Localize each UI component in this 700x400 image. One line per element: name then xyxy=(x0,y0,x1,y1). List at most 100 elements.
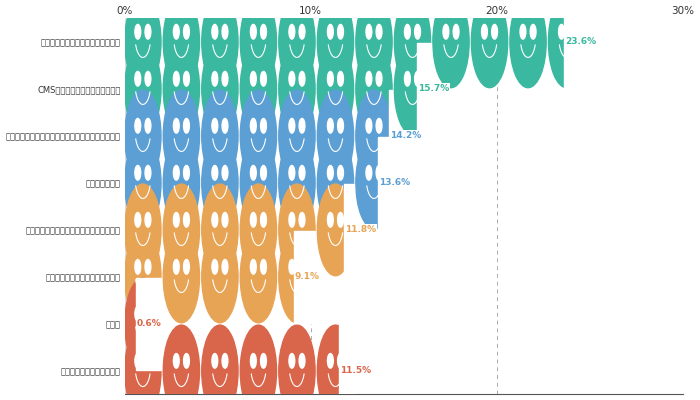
Circle shape xyxy=(240,231,276,323)
Circle shape xyxy=(125,278,161,370)
Circle shape xyxy=(548,0,584,88)
Circle shape xyxy=(135,72,141,86)
Circle shape xyxy=(491,24,498,39)
Circle shape xyxy=(202,0,238,88)
Circle shape xyxy=(337,118,344,133)
Circle shape xyxy=(433,0,469,88)
Circle shape xyxy=(174,72,179,86)
Circle shape xyxy=(212,354,218,368)
Circle shape xyxy=(163,137,200,229)
Circle shape xyxy=(317,0,354,88)
Circle shape xyxy=(289,72,295,86)
Circle shape xyxy=(183,118,190,133)
Circle shape xyxy=(163,90,200,182)
Circle shape xyxy=(289,354,295,368)
Circle shape xyxy=(317,90,354,182)
Circle shape xyxy=(125,90,161,182)
Circle shape xyxy=(317,43,354,135)
Circle shape xyxy=(125,0,161,88)
Circle shape xyxy=(251,260,256,274)
Circle shape xyxy=(251,166,256,180)
Circle shape xyxy=(356,137,392,229)
Circle shape xyxy=(289,212,295,227)
Text: 11.5%: 11.5% xyxy=(340,366,371,376)
Circle shape xyxy=(299,118,305,133)
Circle shape xyxy=(289,166,295,180)
Circle shape xyxy=(251,118,256,133)
Circle shape xyxy=(279,137,315,229)
Circle shape xyxy=(376,72,382,86)
Circle shape xyxy=(183,166,190,180)
Circle shape xyxy=(356,0,392,88)
Circle shape xyxy=(202,325,238,400)
Circle shape xyxy=(443,24,449,39)
Circle shape xyxy=(559,24,564,39)
Circle shape xyxy=(222,260,228,274)
Circle shape xyxy=(328,212,333,227)
Circle shape xyxy=(145,72,150,86)
Circle shape xyxy=(394,0,430,88)
Circle shape xyxy=(240,325,276,400)
Circle shape xyxy=(212,166,218,180)
Circle shape xyxy=(174,24,179,39)
Circle shape xyxy=(279,231,315,323)
Text: 15.7%: 15.7% xyxy=(418,84,449,93)
Circle shape xyxy=(212,72,218,86)
Circle shape xyxy=(328,24,333,39)
Circle shape xyxy=(279,0,315,88)
Circle shape xyxy=(212,24,218,39)
Circle shape xyxy=(471,0,508,88)
Circle shape xyxy=(279,90,315,182)
Circle shape xyxy=(212,260,218,274)
Circle shape xyxy=(240,184,276,276)
Circle shape xyxy=(260,118,267,133)
Circle shape xyxy=(317,325,354,400)
Bar xyxy=(564,0,585,88)
Circle shape xyxy=(299,260,305,274)
Circle shape xyxy=(366,166,372,180)
Circle shape xyxy=(299,212,305,227)
Circle shape xyxy=(145,118,150,133)
Text: 9.1%: 9.1% xyxy=(295,272,320,282)
Circle shape xyxy=(376,118,382,133)
Circle shape xyxy=(163,231,200,323)
Circle shape xyxy=(240,90,276,182)
Circle shape xyxy=(453,24,459,39)
Circle shape xyxy=(222,212,228,227)
Circle shape xyxy=(530,24,536,39)
Circle shape xyxy=(202,90,238,182)
Text: 11.8%: 11.8% xyxy=(345,225,377,234)
Circle shape xyxy=(366,72,372,86)
Circle shape xyxy=(125,137,161,229)
Circle shape xyxy=(299,24,305,39)
Circle shape xyxy=(394,43,430,135)
Circle shape xyxy=(183,24,190,39)
Circle shape xyxy=(183,260,190,274)
Text: 0.6%: 0.6% xyxy=(136,320,162,328)
Circle shape xyxy=(279,325,315,400)
Circle shape xyxy=(212,118,218,133)
Circle shape xyxy=(145,354,150,368)
Circle shape xyxy=(520,24,526,39)
Circle shape xyxy=(328,354,333,368)
Circle shape xyxy=(337,354,344,368)
Circle shape xyxy=(289,118,295,133)
Circle shape xyxy=(135,212,141,227)
Circle shape xyxy=(202,231,238,323)
Bar xyxy=(389,90,392,182)
Circle shape xyxy=(202,184,238,276)
Circle shape xyxy=(337,212,344,227)
Circle shape xyxy=(145,306,150,321)
Circle shape xyxy=(337,24,344,39)
Circle shape xyxy=(376,24,382,39)
Circle shape xyxy=(260,260,267,274)
Circle shape xyxy=(202,43,238,135)
Circle shape xyxy=(145,212,150,227)
Circle shape xyxy=(135,354,141,368)
Circle shape xyxy=(135,306,141,321)
Circle shape xyxy=(163,0,200,88)
Circle shape xyxy=(289,260,295,274)
Circle shape xyxy=(260,166,267,180)
Circle shape xyxy=(251,24,256,39)
Circle shape xyxy=(376,166,382,180)
